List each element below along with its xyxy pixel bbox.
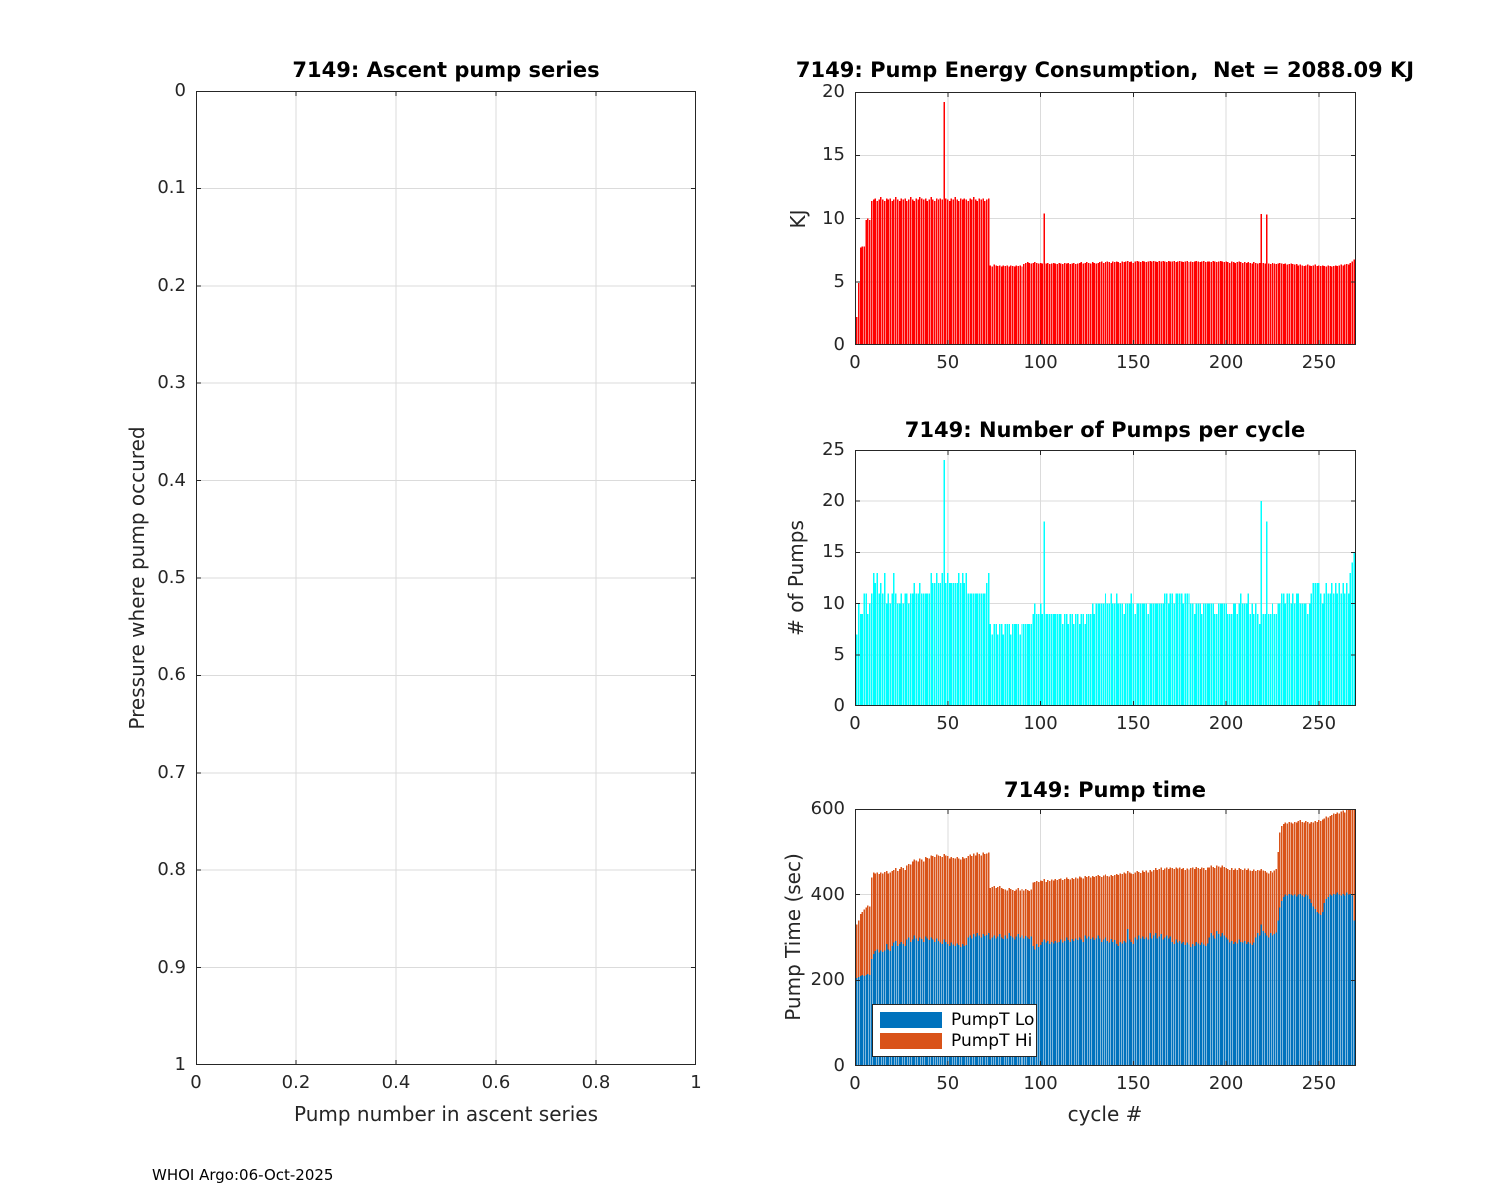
tick-label: 0	[833, 334, 845, 355]
tick-label: 0.5	[157, 567, 186, 588]
tick-label: 0	[174, 80, 186, 101]
tick-label: 20	[822, 490, 845, 512]
tick-label: 15	[822, 541, 845, 563]
legend-label-pumpt-hi: PumpT Hi	[951, 1031, 1033, 1052]
tick-label: 400	[810, 883, 845, 905]
tick-label: 1	[174, 1054, 186, 1075]
tick-label: 5	[833, 643, 845, 665]
tick-label: 5	[833, 270, 845, 292]
xlabel-cycle: cycle #	[1067, 1102, 1143, 1126]
tick-label: 0.2	[157, 274, 186, 296]
plot-title-energy: 7149: Pump Energy Consumption, Net = 208…	[795, 58, 1415, 82]
tick-label: 20	[822, 81, 845, 102]
tick-label: 50	[936, 352, 960, 373]
tick-label: 10	[822, 592, 845, 614]
tick-label: 0.4	[157, 469, 186, 491]
tick-label: 0.1	[157, 177, 186, 199]
tick-label: 100	[1023, 352, 1058, 373]
ylabel-pump-time: Pump Time (sec)	[781, 853, 805, 1021]
tick-label: 150	[1116, 713, 1151, 734]
tick-label: 150	[1116, 1073, 1151, 1094]
tick-label: 0.8	[581, 1072, 611, 1093]
legend-entry-pumpt-hi: PumpT Hi	[873, 1031, 1036, 1051]
tick-label: 0.7	[157, 761, 186, 783]
legend: PumpT Lo PumpT Hi	[872, 1004, 1037, 1057]
plot-title-ascent: 7149: Ascent pump series	[292, 58, 600, 82]
tick-label: 100	[1023, 1073, 1058, 1094]
tick-label: 250	[1301, 1073, 1337, 1094]
tick-label: 200	[810, 969, 845, 991]
tick-label: 0	[833, 1055, 845, 1076]
footer-text: WHOI Argo:06-Oct-2025	[152, 1166, 334, 1184]
tick-label: 200	[1208, 352, 1244, 373]
tick-label: 600	[810, 798, 845, 819]
tick-label: 0.3	[157, 372, 186, 394]
tick-label: 50	[936, 713, 960, 734]
tick-label: 1	[690, 1072, 702, 1093]
tick-label: 250	[1301, 352, 1337, 373]
tick-label: 0.6	[157, 664, 186, 686]
legend-swatch-pumpt-lo	[880, 1011, 942, 1028]
tick-label: 10	[822, 207, 845, 229]
pumps-per-cycle-chart	[855, 450, 1356, 706]
ylabel-num-pumps: # of Pumps	[784, 520, 808, 636]
tick-label: 0	[190, 1072, 202, 1093]
plot-title-pumps: 7149: Number of Pumps per cycle	[904, 418, 1306, 442]
legend-swatch-pumpt-hi	[880, 1033, 942, 1050]
tick-label: 200	[1208, 713, 1244, 734]
tick-label: 25	[822, 439, 845, 460]
tick-label: 0.9	[157, 956, 186, 978]
plot-title-pump-time: 7149: Pump time	[1003, 778, 1207, 802]
tick-label: 0	[833, 695, 845, 716]
tick-label: 0.2	[281, 1072, 311, 1093]
legend-label-pumpt-lo: PumpT Lo	[951, 1009, 1035, 1030]
tick-label: 0	[849, 352, 861, 373]
legend-entry-pumpt-lo: PumpT Lo	[873, 1010, 1036, 1030]
pump-energy-chart	[855, 92, 1356, 345]
tick-label: 15	[822, 144, 845, 166]
tick-label: 150	[1116, 352, 1151, 373]
tick-label: 100	[1023, 713, 1058, 734]
tick-label: 0	[849, 1073, 861, 1094]
tick-label: 0.8	[157, 859, 186, 881]
tick-label: 250	[1301, 713, 1337, 734]
xlabel-pump-number: Pump number in ascent series	[293, 1102, 599, 1126]
tick-label: 50	[936, 1073, 960, 1094]
tick-label: 0.4	[381, 1072, 411, 1093]
tick-label: 0	[849, 713, 861, 734]
ascent-pump-series-chart	[196, 91, 696, 1065]
tick-label: 0.6	[481, 1072, 511, 1093]
tick-label: 200	[1208, 1073, 1244, 1094]
